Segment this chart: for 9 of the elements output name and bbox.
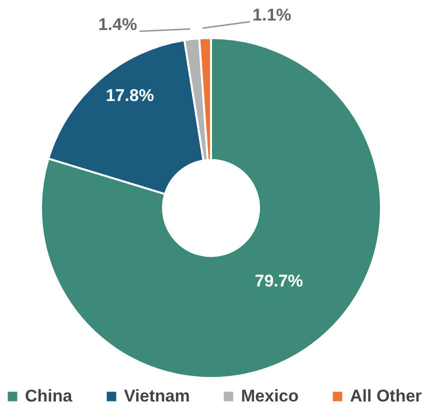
legend-label: Mexico (241, 386, 299, 406)
data-label: 17.8% (106, 86, 154, 106)
data-label: 79.7% (254, 272, 303, 291)
legend-label: All Other (350, 386, 422, 406)
legend-label: Vietnam (124, 386, 190, 406)
legend-label: China (25, 386, 73, 406)
data-label: 1.1% (252, 6, 292, 25)
data-label: 1.4% (98, 15, 138, 34)
donut-slice (40, 37, 382, 379)
